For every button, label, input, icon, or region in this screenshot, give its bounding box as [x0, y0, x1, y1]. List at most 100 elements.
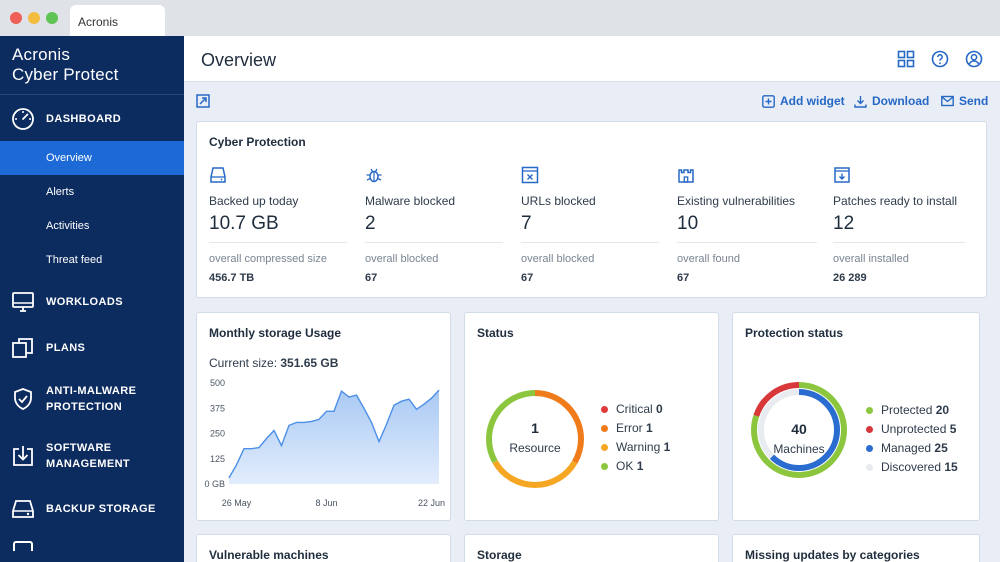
metric-label: Backed up today: [209, 194, 299, 208]
metric-divider: [365, 242, 503, 243]
metric-sub-value: 26 289: [833, 272, 867, 284]
x-tick-label: 8 Jun: [315, 498, 337, 508]
sidebar-subitem-alerts[interactable]: Alerts: [46, 186, 75, 198]
legend-value: 1: [636, 459, 644, 473]
metric-value: 12: [833, 213, 855, 234]
sidebar: Acronis Cyber Protect DASHBOARD Overview…: [0, 36, 184, 562]
legend-managed: Managed 25: [866, 441, 948, 455]
sidebar-item-label: DASHBOARD: [46, 113, 122, 125]
sidebar-item-anti-malware[interactable]: ANTI-MALWARE PROTECTION: [0, 383, 184, 415]
legend-protected: Protected 20: [866, 403, 949, 417]
envelope-icon: [941, 95, 954, 107]
expand-icon[interactable]: [196, 94, 210, 113]
y-tick-label: 375: [210, 403, 225, 413]
current-size: Current size: 351.65 GB: [209, 356, 338, 370]
card-title: Missing updates by categories: [745, 548, 920, 562]
send-label: Send: [959, 94, 989, 108]
hard-drive-icon: [209, 166, 347, 186]
download-button[interactable]: Download: [854, 94, 929, 108]
missing-updates-card: Missing updates by categories: [732, 534, 980, 562]
metric-urls-blocked: URLs blocked 7 overall blocked 67: [521, 166, 659, 284]
brand-divider: [0, 94, 184, 95]
metric-value: 10: [677, 213, 699, 234]
metric-sub-label: overall blocked: [521, 253, 595, 265]
legend-label: Warning: [616, 440, 661, 454]
user-account-icon[interactable]: [965, 50, 983, 68]
metric-divider: [833, 242, 965, 243]
help-icon[interactable]: [931, 50, 949, 68]
sidebar-subitem-overview[interactable]: Overview: [0, 141, 184, 175]
legend-value: 1: [646, 421, 653, 435]
donut-segment-warning: [486, 390, 584, 488]
legend-value: 20: [935, 403, 950, 417]
metric-patches: Patches ready to install 12 overall inst…: [833, 166, 965, 284]
legend-label: Discovered: [881, 460, 942, 474]
metric-sub-value: 67: [365, 272, 378, 284]
y-tick-label: 125: [210, 454, 225, 464]
sidebar-item-label: PLANS: [46, 342, 86, 354]
patch-download-icon: [833, 166, 965, 186]
legend-dot: [601, 462, 608, 470]
x-tick-label: 22 Jun: [418, 498, 445, 508]
window-titlebar: Acronis: [0, 0, 1000, 36]
cyber-protection-card: Cyber Protection Backed up today 10.7 GB…: [196, 121, 987, 298]
metric-sub-value: 67: [677, 272, 690, 284]
legend-dot: [601, 443, 608, 451]
grid-icon[interactable]: [897, 50, 915, 68]
metric-malware-blocked: Malware blocked 2 overall blocked 67: [365, 166, 503, 284]
plus-box-icon: [762, 94, 775, 108]
legend-dot: [601, 405, 608, 413]
sidebar-item-backup-storage[interactable]: BACKUP STORAGE: [0, 496, 184, 522]
speedometer-icon: [11, 107, 35, 131]
legend-label: Managed: [881, 441, 932, 455]
minimize-window-button[interactable]: [28, 12, 40, 24]
legend-value: 1: [663, 440, 671, 454]
y-tick-label: 500: [210, 378, 225, 388]
legend-unprotected: Unprotected 5: [866, 422, 956, 436]
sidebar-item-plans[interactable]: PLANS: [0, 335, 184, 361]
metric-sub-label: overall installed: [833, 253, 909, 265]
disk-icon: [11, 497, 35, 521]
legend-dot: [866, 425, 873, 433]
download-icon: [854, 95, 867, 108]
sidebar-item-label: WORKLOADS: [46, 296, 123, 308]
status-center-label: Resource: [509, 441, 561, 455]
sidebar-subitem-activities[interactable]: Activities: [46, 220, 90, 232]
card-title: Monthly storage Usage: [209, 326, 342, 340]
vulnerable-machines-card: Vulnerable machines: [196, 534, 451, 562]
legend-label: Error: [616, 421, 643, 435]
add-widget-button[interactable]: Add widget: [762, 94, 845, 108]
metric-label: URLs blocked: [521, 194, 596, 208]
legend-dot: [866, 444, 873, 452]
storage-area-chart: 0 GB 125 250 375 500 26 May 8 Jun 22 Jun: [204, 378, 445, 508]
metric-backed-up: Backed up today 10.7 GB overall compress…: [209, 166, 347, 284]
legend-critical: Critical 0: [601, 402, 663, 416]
metric-sub-value: 67: [521, 272, 534, 284]
browser-tab[interactable]: Acronis: [70, 5, 165, 36]
protection-center-value: 40: [791, 421, 807, 437]
legend-label: Protected: [881, 403, 933, 417]
label-line1: SOFTWARE: [46, 442, 112, 454]
shield-icon: [11, 387, 35, 411]
metric-label: Malware blocked: [365, 194, 456, 208]
storage-area-fill: [229, 390, 439, 484]
donut-segment-unprotected: [751, 382, 847, 478]
maximize-window-button[interactable]: [46, 12, 58, 24]
close-window-button[interactable]: [10, 12, 22, 24]
storage-card: Storage: [464, 534, 719, 562]
status-donut: [486, 390, 584, 488]
send-button[interactable]: Send: [941, 94, 988, 108]
protection-center-label: Machines: [773, 442, 825, 456]
protection-donut: [751, 382, 847, 478]
card-title: Status: [477, 326, 514, 340]
copy-icon: [11, 336, 35, 360]
status-center-value: 1: [531, 420, 539, 436]
metric-label: Existing vulnerabilities: [677, 194, 796, 208]
sidebar-subitem-threat-feed[interactable]: Threat feed: [46, 254, 103, 266]
monitor-icon: [11, 290, 35, 314]
metric-divider: [677, 242, 817, 243]
sidebar-item-software-management[interactable]: SOFTWARE MANAGEMENT: [0, 440, 184, 472]
legend-label: OK: [616, 459, 634, 473]
sidebar-item-workloads[interactable]: WORKLOADS: [0, 289, 184, 315]
sidebar-item-dashboard[interactable]: DASHBOARD: [0, 106, 184, 132]
